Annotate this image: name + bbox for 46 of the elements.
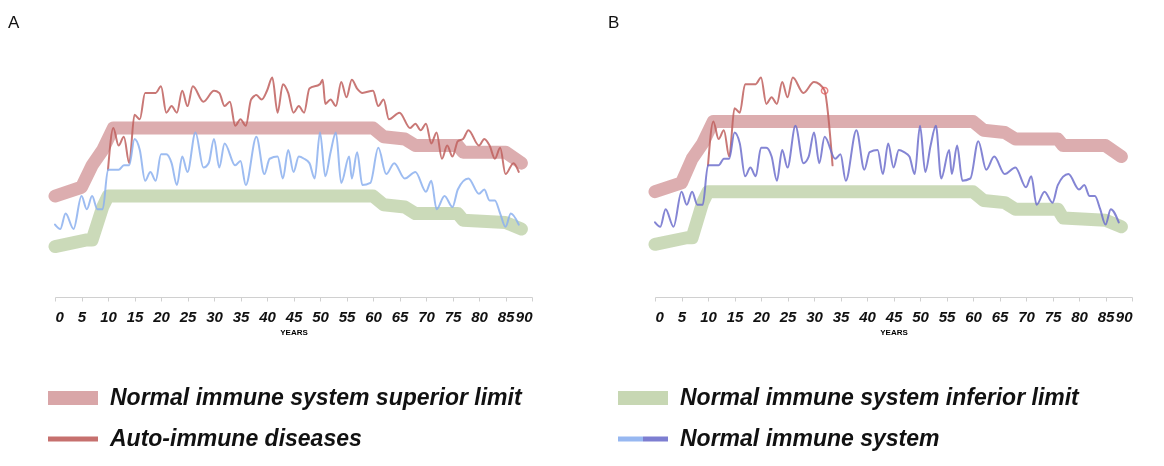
x-tick-label: 5 (77, 307, 87, 325)
x-tick-label: 15 (726, 307, 744, 325)
legend-label: Normal immune system superior limit (110, 384, 522, 411)
x-tick-label: 80 (471, 307, 489, 325)
chart-title: A (8, 13, 20, 32)
x-tick-label: 20 (752, 307, 771, 325)
x-tick-label: 50 (912, 307, 930, 325)
chart-title: B (608, 13, 620, 32)
x-tick-label: 60 (965, 307, 983, 325)
x-tick-label: 40 (258, 307, 277, 325)
x-tick-label: 0 (55, 307, 65, 325)
x-tick-label: 5 (677, 307, 687, 325)
x-tick-label: 45 (884, 307, 903, 325)
x-tick-label: 55 (338, 307, 356, 325)
x-tick-label: 70 (418, 307, 436, 325)
x-tick-label: 30 (806, 307, 824, 325)
x-tick-label: 55 (938, 307, 956, 325)
x-axis-title: YEARS (880, 327, 909, 337)
x-tick-label: 60 (365, 307, 383, 325)
x-tick-label: 65 (991, 307, 1009, 325)
x-tick-label: 75 (1044, 307, 1062, 325)
x-tick-label: 25 (778, 307, 797, 325)
x-tick-label: 10 (100, 307, 118, 325)
x-tick-label: 40 (858, 307, 877, 325)
x-axis-title: YEARS (280, 327, 309, 337)
legend-label: Auto-immune diseases (110, 425, 362, 452)
legend-label: Normal immune system inferior limit (680, 384, 1079, 411)
x-tick-label: 35 (232, 307, 250, 325)
x-tick-label: 45 (284, 307, 303, 325)
x-tick-label: 20 (152, 307, 171, 325)
x-tick-label: 80 (1071, 307, 1089, 325)
x-tick-label: 85 (1097, 307, 1115, 325)
x-tick-label: 50 (312, 307, 330, 325)
x-tick-label: 75 (444, 307, 462, 325)
x-tick-label: 90 (515, 307, 534, 325)
x-tick-label: 0 (655, 307, 665, 325)
x-tick-label: 35 (832, 307, 850, 325)
x-tick-label: 10 (700, 307, 718, 325)
x-tick-label: 15 (126, 307, 144, 325)
legend-label: Normal immune system (680, 425, 940, 452)
x-tick-label: 90 (1115, 307, 1134, 325)
x-tick-label: 70 (1018, 307, 1036, 325)
x-tick-label: 25 (178, 307, 197, 325)
x-tick-label: 30 (206, 307, 224, 325)
x-tick-label: 85 (497, 307, 515, 325)
x-tick-label: 65 (391, 307, 409, 325)
